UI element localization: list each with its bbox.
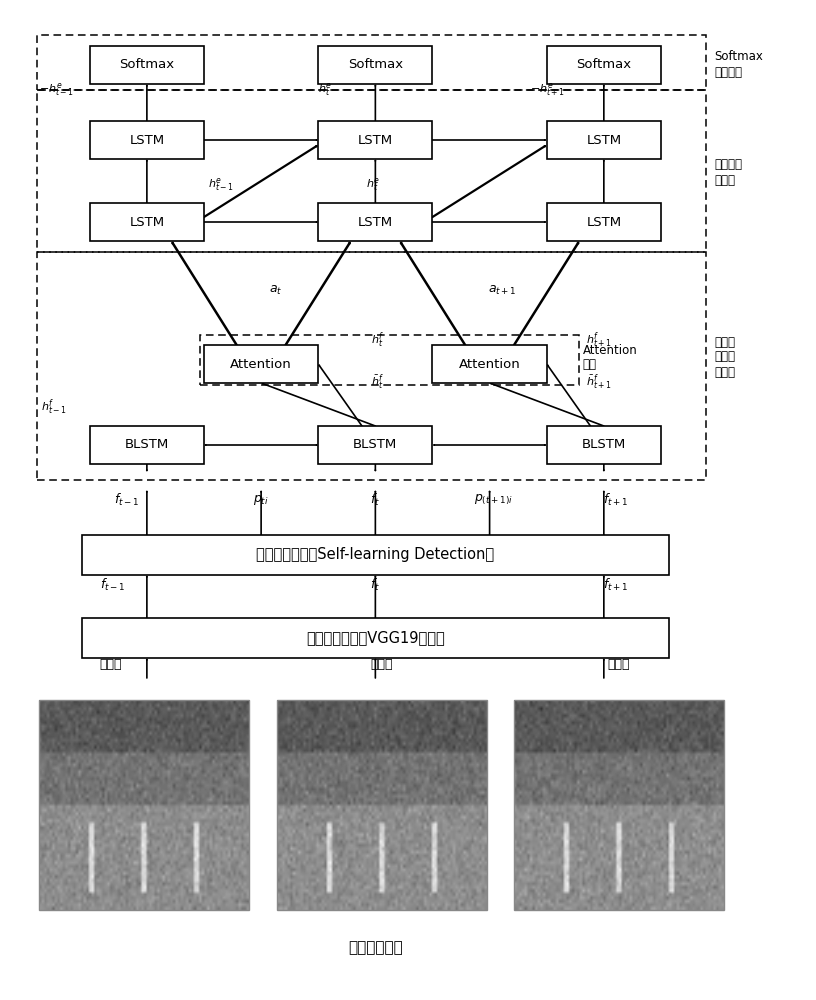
Text: 视频帧: 视频帧 <box>370 658 393 672</box>
FancyBboxPatch shape <box>547 121 661 159</box>
Text: Attention: Attention <box>583 344 637 357</box>
FancyBboxPatch shape <box>432 345 547 383</box>
Text: 视频帧: 视频帧 <box>607 658 630 672</box>
Text: 视频帧: 视频帧 <box>99 658 122 672</box>
Text: Softmax: Softmax <box>119 58 175 72</box>
Text: LSTM: LSTM <box>586 133 622 146</box>
Text: $-h^e_{t-1}$: $-h^e_{t-1}$ <box>39 81 74 98</box>
Text: $h^f_{t+1}$: $h^f_{t+1}$ <box>586 330 612 350</box>
FancyBboxPatch shape <box>90 46 204 84</box>
Text: $h^e_t$: $h^e_t$ <box>318 81 332 98</box>
Text: $p_{ti}$: $p_{ti}$ <box>253 493 269 507</box>
FancyBboxPatch shape <box>82 535 669 575</box>
Text: $-h^e_{t+1}$: $-h^e_{t+1}$ <box>530 81 565 98</box>
FancyBboxPatch shape <box>90 426 204 464</box>
Text: $h^e_t$: $h^e_t$ <box>366 176 379 192</box>
Text: $h^e_{t-1}$: $h^e_{t-1}$ <box>208 176 234 192</box>
Text: LSTM: LSTM <box>129 133 165 146</box>
Text: BLSTM: BLSTM <box>125 438 169 452</box>
FancyBboxPatch shape <box>318 426 432 464</box>
FancyBboxPatch shape <box>82 618 669 658</box>
Text: 模块: 模块 <box>583 359 596 371</box>
Text: $f_{t-1}$: $f_{t-1}$ <box>113 492 140 508</box>
Text: Attention: Attention <box>459 358 521 370</box>
Text: 分类模块: 分类模块 <box>714 66 742 79</box>
Text: LSTM: LSTM <box>586 216 622 229</box>
Text: $f_t$: $f_t$ <box>370 577 380 593</box>
Text: LSTM: LSTM <box>357 216 393 229</box>
Text: Softmax: Softmax <box>348 58 403 72</box>
Text: 特征提取模块（VGG19网络）: 特征提取模块（VGG19网络） <box>306 631 445 646</box>
Text: 忆模块: 忆模块 <box>714 365 735 378</box>
Text: $h^f_t$: $h^f_t$ <box>371 330 385 350</box>
Text: $f_t$: $f_t$ <box>370 492 380 508</box>
Text: $a_t$: $a_t$ <box>269 283 282 297</box>
Text: $f_{t+1}$: $f_{t+1}$ <box>603 577 629 593</box>
Text: BLSTM: BLSTM <box>353 438 397 452</box>
FancyBboxPatch shape <box>318 121 432 159</box>
FancyBboxPatch shape <box>204 345 318 383</box>
Text: $\bar{h}^f_{t+1}$: $\bar{h}^f_{t+1}$ <box>586 372 612 392</box>
FancyBboxPatch shape <box>547 46 661 84</box>
Text: Attention: Attention <box>230 358 292 370</box>
Text: 长短时记: 长短时记 <box>714 158 742 172</box>
FancyBboxPatch shape <box>318 46 432 84</box>
Text: 双向长: 双向长 <box>714 336 735 349</box>
Text: $h^f_{t-1}$: $h^f_{t-1}$ <box>41 397 67 417</box>
FancyBboxPatch shape <box>547 426 661 464</box>
Text: 忆模块: 忆模块 <box>714 174 735 186</box>
FancyBboxPatch shape <box>90 121 204 159</box>
Text: $\bar{h}^f_t$: $\bar{h}^f_t$ <box>371 372 384 392</box>
Text: Softmax: Softmax <box>576 58 632 72</box>
Text: 交通监控视频: 交通监控视频 <box>348 940 403 956</box>
FancyBboxPatch shape <box>318 203 432 241</box>
Text: 前端检测模块（Self-learning Detection）: 前端检测模块（Self-learning Detection） <box>256 548 494 562</box>
Text: Softmax: Softmax <box>714 50 763 64</box>
Text: $a_{t+1}$: $a_{t+1}$ <box>488 283 517 297</box>
Text: BLSTM: BLSTM <box>582 438 626 452</box>
FancyBboxPatch shape <box>90 203 204 241</box>
Text: LSTM: LSTM <box>357 133 393 146</box>
Text: $p_{(t+1)i}$: $p_{(t+1)i}$ <box>474 493 513 507</box>
Text: 短时记: 短时记 <box>714 351 735 363</box>
Text: LSTM: LSTM <box>129 216 165 229</box>
FancyBboxPatch shape <box>547 203 661 241</box>
Text: $f_{t+1}$: $f_{t+1}$ <box>603 492 629 508</box>
Text: $f_{t-1}$: $f_{t-1}$ <box>100 577 126 593</box>
